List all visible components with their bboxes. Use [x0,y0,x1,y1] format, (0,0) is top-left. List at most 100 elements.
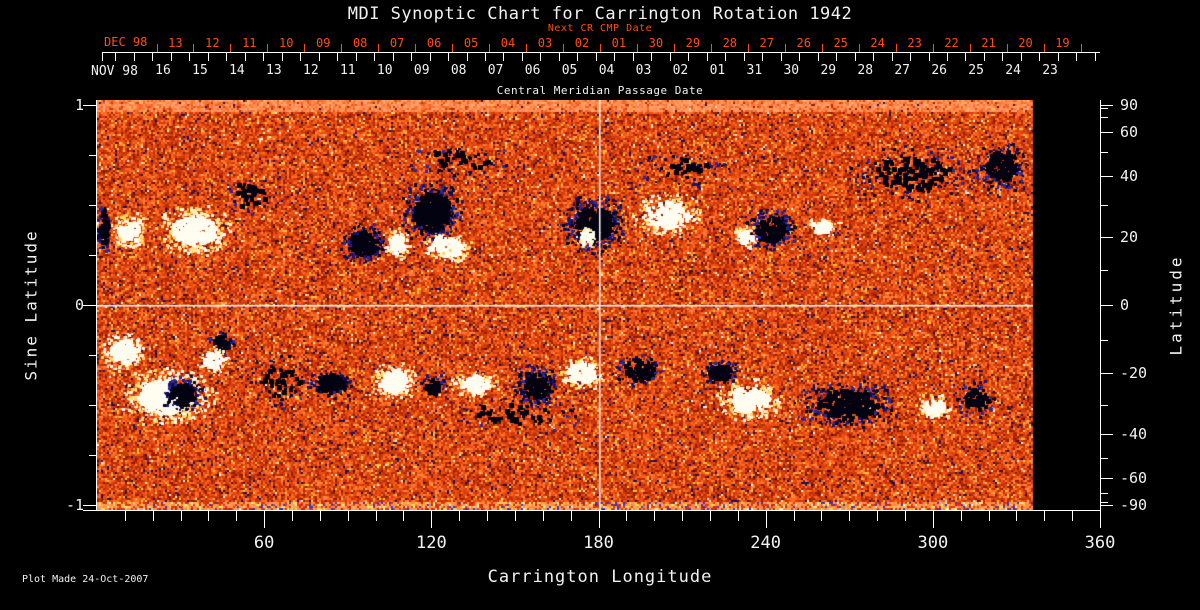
cmp-halfday-tick [614,52,615,61]
next-cr-day-label: 07 [389,36,405,50]
cmp-halfday-tick [1002,52,1003,61]
lat-minor-tick [1100,117,1108,118]
x-minor-tick [821,510,822,521]
lat-major-tick [1100,132,1113,133]
cmp-day-label: 05 [561,63,578,78]
cmp-halfday-tick [892,52,893,61]
next-cr-day-label: 05 [463,36,479,50]
cmp-halfday-tick [467,52,468,61]
right-axis-title: Latitude [1166,254,1186,356]
next-cr-day-tick [304,44,305,52]
cmp-halfday-tick [189,52,190,61]
next-cr-day-tick [637,44,638,52]
next-cr-day-label: 24 [870,36,885,50]
lat-major-tick [1100,505,1113,506]
cmp-halfday-tick [485,52,486,61]
cmp-halfday-tick [910,52,911,61]
lat-minor-tick [1100,405,1108,406]
next-cr-day-tick [230,44,231,52]
sine-minor-tick [89,255,97,256]
lat-minor-tick [1100,458,1108,459]
next-cr-day-label: 19 [1055,36,1070,50]
cmp-halfday-tick [670,52,671,61]
cmp-day-label: 06 [524,63,541,78]
x-minor-tick [626,510,627,521]
cmp-day-label: 02 [672,63,689,78]
cmp-halfday-tick [448,52,449,61]
x-minor-tick [459,510,460,521]
next-cr-day-label: 13 [168,36,183,50]
x-major-tick [264,510,265,528]
next-cr-day-tick [896,44,897,52]
cmp-halfday-tick [319,52,320,61]
lat-minor-tick [1100,152,1108,153]
lat-tick-label: 20 [1120,227,1139,246]
cmp-halfday-tick [115,52,116,61]
next-cr-day-label: 11 [242,36,257,50]
sine-minor-tick [89,455,97,456]
cmp-day-label: 09 [413,63,430,78]
x-major-tick [766,510,767,528]
cmp-day-label: 27 [894,63,911,78]
cmp-day-label: 16 [155,63,171,78]
cmp-halfday-tick [1021,52,1022,61]
cmp-halfday-tick [873,52,874,61]
cmp-halfday-tick [393,52,394,61]
cmp-day-label: 14 [229,63,245,78]
left-axis-title: Sine Latitude [21,229,41,381]
x-minor-tick [236,510,237,521]
sine-tick-label: 0 [74,296,84,314]
sine-minor-tick [89,405,97,406]
next-cr-day-tick [157,44,158,52]
x-minor-tick [208,510,209,521]
next-cr-day-label: 12 [205,36,220,50]
cmp-day-label: 01 [709,63,726,78]
cmp-halfday-tick [356,52,357,61]
x-tick-label: 180 [583,533,614,553]
next-cr-day-label: 26 [796,36,811,50]
lat-tick-label: 60 [1120,122,1139,141]
next-cr-day-label: 10 [279,36,294,50]
cmp-day-label: 29 [820,63,837,78]
x-tick-label: 120 [415,533,447,553]
x-minor-tick [543,510,544,521]
x-minor-tick [181,510,182,521]
cmp-halfday-tick [577,52,578,61]
cmp-day-label: 04 [598,63,615,78]
x-minor-tick [989,510,990,521]
cmp-halfday-tick [818,52,819,61]
lat-tick-label: -90 [1120,496,1148,514]
lat-tick-label: -60 [1120,469,1148,488]
next-cr-cmp-date-label: Next CR CMP Date [547,23,653,34]
x-minor-tick [1044,510,1045,521]
cmp-day-label: 28 [857,63,874,78]
cmp-halfday-tick [707,52,708,61]
next-cr-day-label: 02 [574,36,590,50]
x-minor-tick [794,510,795,521]
lat-tick-label: -20 [1120,364,1148,383]
page-title: MDI Synoptic Chart for Carrington Rotati… [347,4,853,24]
sine-major-tick [83,305,97,306]
lat-major-tick [1100,305,1113,306]
cmp-day-label: 03 [635,63,652,78]
sine-minor-tick [89,155,97,156]
cmp-halfday-tick [522,52,523,61]
plot-made-caption: Plot Made 24-Oct-2007 [22,574,149,585]
cmp-day-label: 15 [192,63,208,78]
x-minor-tick [515,510,516,521]
cmp-day-label: 23 [1042,63,1058,78]
cmp-halfday-tick [929,52,930,61]
x-minor-tick [348,510,349,521]
x-tick-label: 240 [750,533,782,553]
cmp-day-label: 31 [746,63,763,78]
lat-major-tick [1100,434,1113,435]
cmp-halfday-tick [725,52,726,61]
x-minor-tick [571,510,572,521]
lat-minor-tick [1100,205,1108,206]
cmp-halfday-tick [337,52,338,61]
cmp-halfday-tick [374,52,375,61]
magnetogram-image [97,100,1100,510]
next-cr-day-tick [822,44,823,52]
cmp-day-label: 25 [968,63,984,78]
next-cr-day-label: 25 [833,36,848,50]
